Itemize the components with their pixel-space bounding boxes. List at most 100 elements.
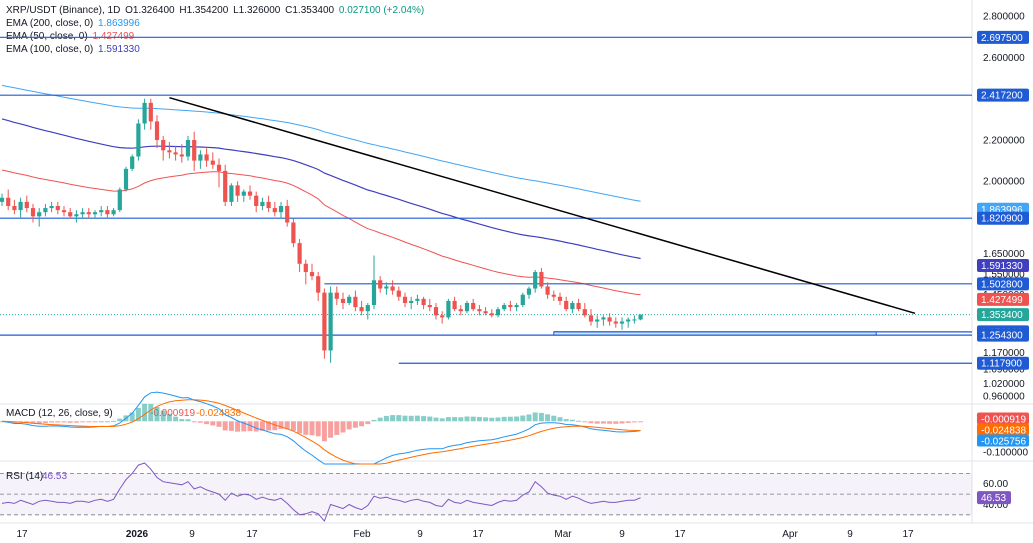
- candle-body: [86, 212, 91, 215]
- macd-histogram-bar: [476, 416, 482, 422]
- ema200-label: EMA (200, close, 0): [6, 18, 94, 29]
- macd-histogram-bar: [309, 421, 315, 436]
- macd-histogram-bar: [458, 417, 464, 422]
- macd-histogram-bar: [272, 421, 278, 431]
- candle-body: [626, 319, 631, 322]
- candle-body: [80, 212, 85, 215]
- x-tick-label: 2026: [126, 529, 149, 540]
- candle-body: [123, 168, 129, 190]
- candle-body: [192, 139, 197, 161]
- price-label-tag: [977, 259, 1029, 273]
- macd-histogram-bar: [204, 421, 210, 425]
- macd-histogram-bar: [365, 421, 371, 425]
- macd-histogram-bar: [297, 421, 303, 434]
- candle-body: [340, 298, 346, 303]
- macd-histogram-bar: [30, 421, 36, 424]
- symbol-title[interactable]: XRP/USDT (Binance), 1D: [6, 5, 121, 16]
- macd-histogram-bar: [191, 421, 197, 423]
- ema200-legend[interactable]: EMA (200, close, 0) 1.863996: [6, 17, 142, 30]
- macd-histogram-bar: [371, 419, 377, 422]
- macd-histogram-bar: [67, 421, 73, 423]
- candle-body: [6, 197, 11, 206]
- macd-histogram-bar: [148, 404, 154, 422]
- candle-body: [43, 208, 48, 213]
- candle-body: [576, 302, 581, 310]
- price-label-text: 1.863996: [981, 205, 1023, 216]
- macd-histogram-bar: [501, 416, 507, 422]
- x-tick-label: Feb: [353, 529, 371, 540]
- macd-histogram-bar: [439, 418, 445, 422]
- macd-histogram-bar: [321, 421, 327, 442]
- rsi-y-tick: 40.00: [983, 500, 1008, 511]
- candle-body: [477, 309, 482, 312]
- candle-body: [130, 156, 135, 169]
- macd-y-tick: -0.100000: [983, 447, 1028, 458]
- candle-body: [229, 185, 234, 202]
- candle-body: [49, 206, 54, 209]
- candle-body: [495, 309, 501, 316]
- macd-histogram-bar: [631, 421, 637, 423]
- macd-histogram-bar: [129, 412, 135, 422]
- macd-value-tag: [977, 423, 1029, 436]
- macd-histogram-bar: [241, 421, 247, 432]
- candle-body: [61, 210, 67, 213]
- y-tick-label: 1.170000: [983, 348, 1025, 359]
- price-label-text: 1.117900: [981, 359, 1022, 370]
- candle-body: [167, 150, 172, 153]
- candle-body: [266, 201, 271, 209]
- macd-histogram-bar: [538, 412, 544, 422]
- macd-histogram-bar: [625, 421, 631, 423]
- ema200-line: [1, 84, 641, 202]
- y-tick-label: 0.960000: [983, 391, 1025, 402]
- macd-histogram-bar: [452, 417, 458, 422]
- macd-histogram-bar: [520, 415, 526, 422]
- x-tick-label: 9: [417, 529, 423, 540]
- candle-body: [638, 314, 643, 320]
- ema100-value: 1.591330: [98, 44, 140, 55]
- ema50-line: [1, 169, 641, 296]
- y-tick-label: 1.020000: [983, 379, 1025, 390]
- macd-histogram-bar: [495, 417, 501, 422]
- macd-histogram-bar: [600, 421, 606, 424]
- ema100-legend[interactable]: EMA (100, close, 0) 1.591330: [6, 43, 142, 56]
- macd-histogram-bar: [408, 415, 414, 422]
- macd-histogram-bar: [638, 421, 644, 423]
- candle-body: [601, 317, 606, 320]
- candle-body: [378, 280, 383, 289]
- ema50-legend[interactable]: EMA (50, close, 0) 1.427499: [6, 30, 136, 43]
- macd-histogram-bar: [135, 407, 141, 422]
- candle-body: [235, 185, 240, 196]
- y-tick-label: 2.200000: [983, 135, 1025, 146]
- macd-histogram-bar: [154, 406, 160, 422]
- macd-histogram-bar: [111, 420, 117, 422]
- candle-body: [68, 212, 73, 217]
- macd-histogram-bar: [197, 421, 203, 423]
- rsi-value-tag: [977, 491, 1011, 505]
- macd-histogram-bar: [619, 421, 625, 424]
- candle-body: [526, 288, 532, 295]
- candle-body: [402, 296, 408, 303]
- x-tick-label: 9: [189, 529, 195, 540]
- candle-body: [570, 302, 575, 310]
- candle-body: [489, 313, 494, 316]
- x-tick-label: 9: [619, 529, 625, 540]
- macd-histogram-bar: [259, 421, 265, 431]
- candle-body: [309, 272, 315, 277]
- ema200-value: 1.863996: [98, 18, 140, 29]
- candle-body: [421, 298, 426, 306]
- macd-histogram-bar: [383, 415, 389, 422]
- price-label-tag: [977, 88, 1029, 102]
- candle-body: [204, 154, 209, 161]
- candle-body: [241, 191, 246, 196]
- x-tick-label: 17: [674, 529, 686, 540]
- candle-body: [74, 214, 79, 217]
- price-label-tag: [977, 356, 1029, 370]
- price-label-text: 1.254300: [981, 331, 1023, 342]
- candle-body: [520, 294, 525, 306]
- macd-histogram-bar: [390, 415, 396, 422]
- macd-histogram-bar: [210, 421, 216, 426]
- price-label-text: 1.427499: [981, 295, 1023, 306]
- candle-body: [37, 212, 42, 217]
- candle-body: [483, 311, 488, 314]
